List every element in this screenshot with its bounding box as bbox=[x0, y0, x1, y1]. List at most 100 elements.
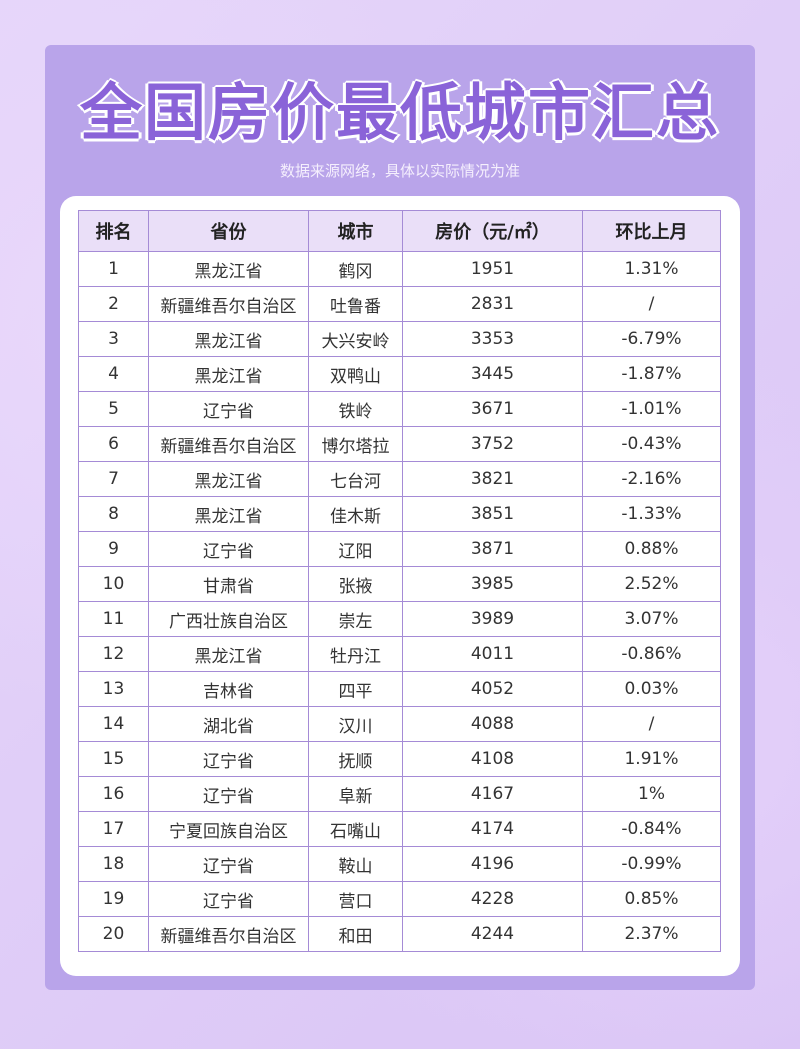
table-row: 12 黑龙江省 牡丹江 4011 -0.86% bbox=[78, 636, 721, 672]
table-cell: 黑龙江省 bbox=[148, 496, 309, 532]
table-row: 1 黑龙江省 鹤冈 1951 1.31% bbox=[78, 251, 721, 287]
table-cell: 3671 bbox=[402, 391, 583, 427]
table-cell: -2.16% bbox=[582, 461, 721, 497]
table-row: 17 宁夏回族自治区 石嘴山 4174 -0.84% bbox=[78, 811, 721, 847]
header-cell: 省份 bbox=[148, 210, 309, 252]
table-row: 8 黑龙江省 佳木斯 3851 -1.33% bbox=[78, 496, 721, 532]
table-cell: 3 bbox=[78, 321, 149, 357]
table-cell: 16 bbox=[78, 776, 149, 812]
table-cell: 张掖 bbox=[308, 566, 403, 602]
table-cell: 营口 bbox=[308, 881, 403, 917]
table-cell: 双鸭山 bbox=[308, 356, 403, 392]
table-cell: 宁夏回族自治区 bbox=[148, 811, 309, 847]
table-cell: 12 bbox=[78, 636, 149, 672]
table-cell: -1.01% bbox=[582, 391, 721, 427]
table-row: 4 黑龙江省 双鸭山 3445 -1.87% bbox=[78, 356, 721, 392]
table-cell: 大兴安岭 bbox=[308, 321, 403, 357]
table-row: 6 新疆维吾尔自治区 博尔塔拉 3752 -0.43% bbox=[78, 426, 721, 462]
table-cell: 黑龙江省 bbox=[148, 251, 309, 287]
table-row: 19 辽宁省 营口 4228 0.85% bbox=[78, 881, 721, 917]
title: 全国房价最低城市汇总 bbox=[79, 75, 720, 150]
table-cell: 汉川 bbox=[308, 706, 403, 742]
table-row: 10 甘肃省 张掖 3985 2.52% bbox=[78, 566, 721, 602]
table-cell: 四平 bbox=[308, 671, 403, 707]
table-cell: 石嘴山 bbox=[308, 811, 403, 847]
table-cell: 鞍山 bbox=[308, 846, 403, 882]
table-cell: 辽宁省 bbox=[148, 741, 309, 777]
table-cell: / bbox=[582, 706, 721, 742]
table-cell: 辽宁省 bbox=[148, 391, 309, 427]
table-cell: 3985 bbox=[402, 566, 583, 602]
table-cell: 0.85% bbox=[582, 881, 721, 917]
table-row: 16 辽宁省 阜新 4167 1% bbox=[78, 776, 721, 812]
table-cell: 15 bbox=[78, 741, 149, 777]
table-cell: 新疆维吾尔自治区 bbox=[148, 286, 309, 322]
table-row: 20 新疆维吾尔自治区 和田 4244 2.37% bbox=[78, 916, 721, 952]
table-row: 18 辽宁省 鞍山 4196 -0.99% bbox=[78, 846, 721, 882]
table-cell: 七台河 bbox=[308, 461, 403, 497]
table-cell: 2831 bbox=[402, 286, 583, 322]
table-cell: / bbox=[582, 286, 721, 322]
table-cell: 3353 bbox=[402, 321, 583, 357]
table-row: 11 广西壮族自治区 崇左 3989 3.07% bbox=[78, 601, 721, 637]
table-cell: 吉林省 bbox=[148, 671, 309, 707]
table-cell: -1.87% bbox=[582, 356, 721, 392]
table-cell: 崇左 bbox=[308, 601, 403, 637]
table-cell: 14 bbox=[78, 706, 149, 742]
table-cell: 3445 bbox=[402, 356, 583, 392]
table-cell: 7 bbox=[78, 461, 149, 497]
table-cell: 3821 bbox=[402, 461, 583, 497]
table-cell: 辽阳 bbox=[308, 531, 403, 567]
table-cell: 0.88% bbox=[582, 531, 721, 567]
table-cell: 0.03% bbox=[582, 671, 721, 707]
table-cell: 13 bbox=[78, 671, 149, 707]
table-cell: 黑龙江省 bbox=[148, 321, 309, 357]
table-cell: 抚顺 bbox=[308, 741, 403, 777]
table-cell: 黑龙江省 bbox=[148, 636, 309, 672]
table-cell: 1951 bbox=[402, 251, 583, 287]
table-row: 15 辽宁省 抚顺 4108 1.91% bbox=[78, 741, 721, 777]
table-cell: 1.91% bbox=[582, 741, 721, 777]
table-cell: 1% bbox=[582, 776, 721, 812]
table-cell: 10 bbox=[78, 566, 149, 602]
table-cell: 4228 bbox=[402, 881, 583, 917]
table-cell: -1.33% bbox=[582, 496, 721, 532]
table-cell: 辽宁省 bbox=[148, 531, 309, 567]
table-cell: 4244 bbox=[402, 916, 583, 952]
table-cell: 3752 bbox=[402, 426, 583, 462]
subtitle: 数据来源网络，具体以实际情况为准 bbox=[279, 162, 520, 180]
table-row: 5 辽宁省 铁岭 3671 -1.01% bbox=[78, 391, 721, 427]
table-row: 9 辽宁省 辽阳 3871 0.88% bbox=[78, 531, 721, 567]
table-cell: 3871 bbox=[402, 531, 583, 567]
table-cell: 广西壮族自治区 bbox=[148, 601, 309, 637]
table-cell: 铁岭 bbox=[308, 391, 403, 427]
table-cell: 吐鲁番 bbox=[308, 286, 403, 322]
table-cell: 湖北省 bbox=[148, 706, 309, 742]
table-cell: 2.52% bbox=[582, 566, 721, 602]
header-cell: 环比上月 bbox=[582, 210, 721, 252]
table-cell: 辽宁省 bbox=[148, 776, 309, 812]
table-cell: 3.07% bbox=[582, 601, 721, 637]
table-cell: 4 bbox=[78, 356, 149, 392]
table-cell: -0.84% bbox=[582, 811, 721, 847]
table-cell: 和田 bbox=[308, 916, 403, 952]
table-cell: 11 bbox=[78, 601, 149, 637]
header-row: 排名 省份 城市 房价（元/㎡） 环比上月 bbox=[78, 210, 721, 252]
table-cell: 4052 bbox=[402, 671, 583, 707]
table-cell: 1 bbox=[78, 251, 149, 287]
table-cell: 牡丹江 bbox=[308, 636, 403, 672]
table-row: 14 湖北省 汉川 4088/ bbox=[78, 706, 721, 742]
table-cell: -6.79% bbox=[582, 321, 721, 357]
table-cell: 5 bbox=[78, 391, 149, 427]
table-cell: 3989 bbox=[402, 601, 583, 637]
table-cell: 黑龙江省 bbox=[148, 356, 309, 392]
table-cell: 17 bbox=[78, 811, 149, 847]
table-cell: -0.99% bbox=[582, 846, 721, 882]
table-cell: -0.86% bbox=[582, 636, 721, 672]
table-cell: 新疆维吾尔自治区 bbox=[148, 916, 309, 952]
table-cell: 4108 bbox=[402, 741, 583, 777]
header-cell: 房价（元/㎡） bbox=[402, 210, 583, 252]
table-cell: 8 bbox=[78, 496, 149, 532]
table-cell: 19 bbox=[78, 881, 149, 917]
